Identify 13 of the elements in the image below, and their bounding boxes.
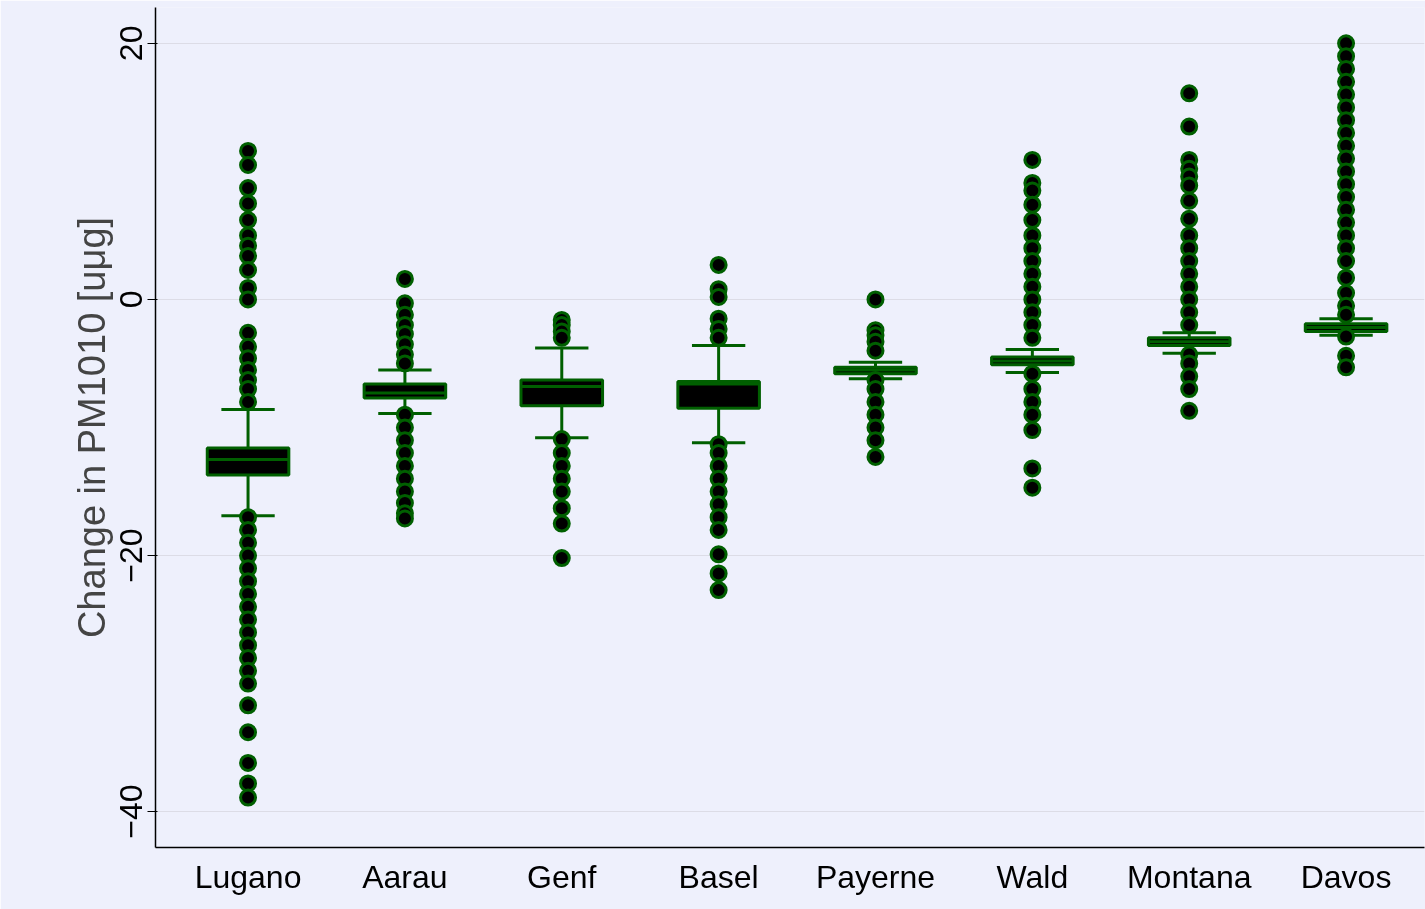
y-tick-label: 20	[113, 25, 150, 62]
x-tick-label: Davos	[1300, 858, 1392, 895]
x-tick-label: Payerne	[815, 858, 936, 895]
x-tick-label: Lugano	[194, 858, 302, 895]
x-tick-label: Montana	[1126, 858, 1252, 895]
y-axis-title: Change in PM1010 [uμg]	[70, 216, 113, 639]
y-tick-label: 0	[113, 290, 150, 309]
x-tick-label: Genf	[527, 858, 597, 895]
x-tick-label: Wald	[996, 858, 1069, 895]
y-tick-label: −20	[113, 528, 150, 583]
x-tick-label: Aarau	[362, 858, 448, 895]
x-tick-label: Basel	[678, 858, 759, 895]
y-tick-label: −40	[113, 784, 150, 839]
